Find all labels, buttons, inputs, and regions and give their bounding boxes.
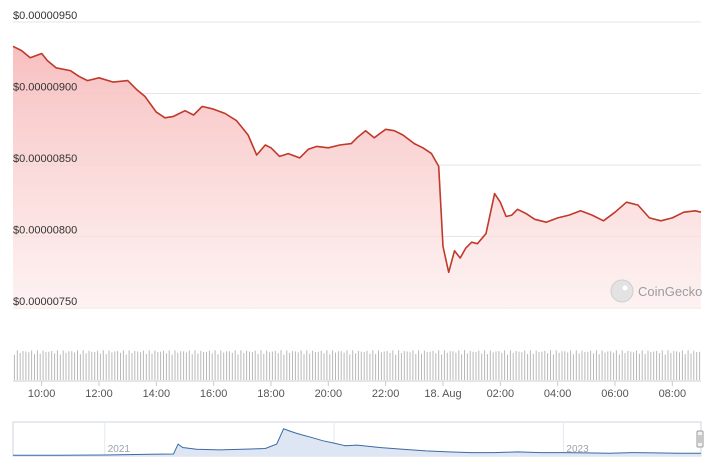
x-tick-label: 18. Aug <box>424 388 461 400</box>
x-tick-label: 06:00 <box>601 388 629 400</box>
navigator-line <box>13 428 701 456</box>
watermark-text: CoinGecko <box>638 284 702 299</box>
x-tick-label: 22:00 <box>372 388 400 400</box>
x-axis-labels: 10:00 12:00 14:00 16:00 18:00 20:00 22:00 18. A… <box>13 380 701 400</box>
y-tick-label: $0.00000850 <box>13 153 77 165</box>
price-area-fill <box>13 46 701 309</box>
x-tick-label: 10:00 <box>28 388 56 400</box>
x-tick-label: 04:00 <box>544 388 572 400</box>
watermark: CoinGecko <box>610 279 702 303</box>
y-axis-labels: $0.00000950 $0.00000900 $0.00000850 $0.0000… <box>13 10 77 308</box>
navigator-tick-label: 2021 <box>108 444 131 455</box>
x-tick-label: 08:00 <box>659 388 687 400</box>
x-tick-label: 02:00 <box>487 388 515 400</box>
x-tick-label: 14:00 <box>143 388 171 400</box>
volume-bars <box>13 350 701 380</box>
x-tick-label: 20:00 <box>315 388 343 400</box>
y-tick-label: $0.00000900 <box>13 82 77 94</box>
x-tick-label: 16:00 <box>200 388 228 400</box>
y-tick-label: $0.00000750 <box>13 296 77 308</box>
range-navigator[interactable]: 202120222023 <box>12 421 704 457</box>
x-tick-label: 18:00 <box>257 388 285 400</box>
coingecko-logo-icon <box>610 279 634 303</box>
navigator-tick-label: 2023 <box>566 444 589 455</box>
price-line <box>12 45 702 274</box>
y-tick-label: $0.00000800 <box>13 225 77 237</box>
y-tick-label: $0.00000950 <box>13 10 77 22</box>
navigator-area <box>13 428 701 456</box>
x-tick-label: 12:00 <box>85 388 113 400</box>
navigator-handle[interactable] <box>696 430 704 448</box>
price-area <box>12 45 702 309</box>
